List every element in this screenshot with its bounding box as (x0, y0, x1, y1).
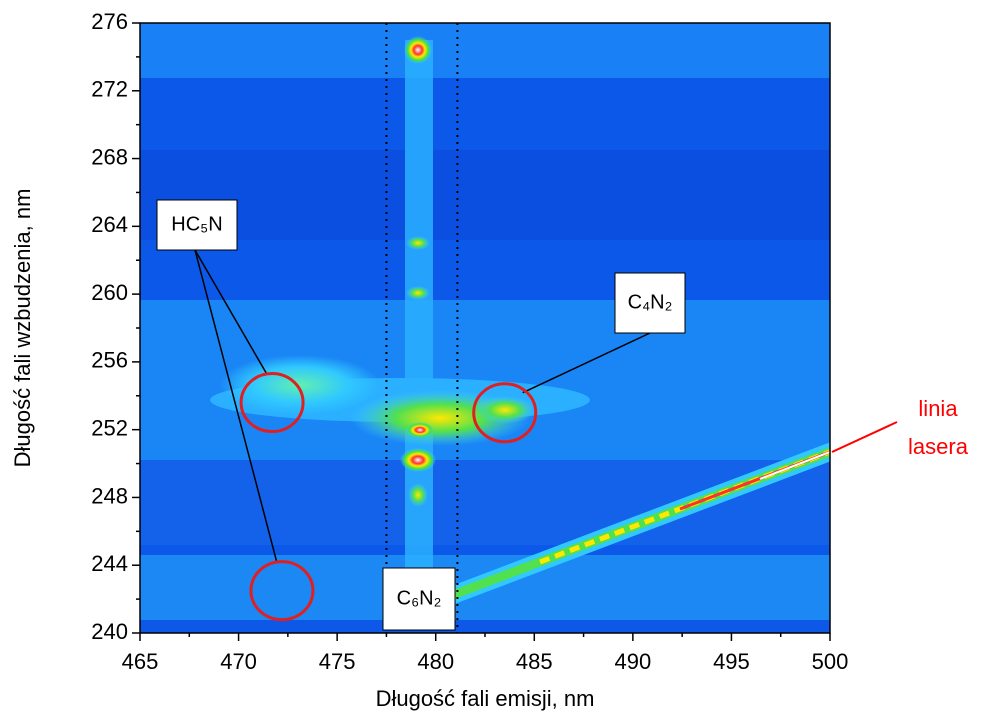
annotation-label: C₄N₂ (628, 291, 673, 313)
y-tick-label: 256 (91, 348, 128, 373)
annotation-pointer (522, 332, 651, 394)
annotation-circle (239, 372, 305, 434)
y-axis-label: Długość fali wzbudzenia, nm (10, 189, 35, 468)
laser-pointer (831, 421, 898, 453)
x-axis-label: Długość fali emisji, nm (376, 686, 595, 711)
x-tick-label: 500 (812, 649, 849, 674)
annotation-circle (472, 382, 538, 444)
y-tick-label: 276 (91, 9, 128, 34)
annotation-label: C₆N₂ (397, 587, 442, 609)
laser-label: linia (918, 396, 958, 421)
annotation-label: HC₅N (171, 213, 222, 235)
x-tick-label: 490 (614, 649, 651, 674)
y-tick-label: 240 (91, 619, 128, 644)
y-tick-label: 252 (91, 415, 128, 440)
y-tick-label: 272 (91, 77, 128, 102)
y-tick-label: 248 (91, 483, 128, 508)
y-tick-label: 264 (91, 212, 128, 237)
y-tick-label: 268 (91, 144, 128, 169)
x-tick-label: 495 (713, 649, 750, 674)
annotation-circle (249, 560, 315, 622)
annotation-pointer (194, 249, 278, 563)
x-tick-label: 480 (417, 649, 454, 674)
axes (132, 22, 831, 641)
contour-field (140, 23, 830, 633)
x-tick-label: 470 (220, 649, 257, 674)
laser-label: lasera (908, 434, 969, 459)
y-tick-label: 244 (91, 551, 128, 576)
annotation-pointer (194, 249, 268, 375)
x-tick-label: 465 (122, 649, 159, 674)
annotation-box (156, 199, 238, 251)
annotation-box (614, 272, 686, 334)
x-tick-label: 475 (319, 649, 356, 674)
y-tick-label: 260 (91, 280, 128, 305)
annotation-box (382, 567, 456, 631)
x-tick-label: 485 (516, 649, 553, 674)
